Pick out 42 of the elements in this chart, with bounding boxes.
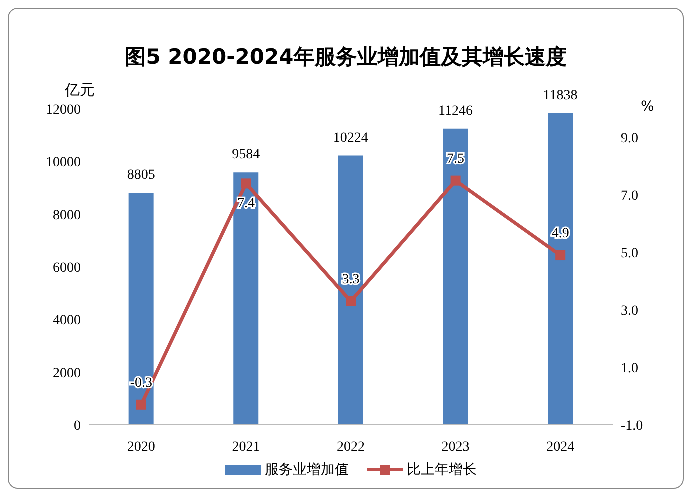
bar (338, 156, 364, 425)
y-axis-title: 亿元 (65, 81, 95, 100)
point (346, 296, 356, 306)
y-tick-label: 10000 (46, 156, 81, 171)
y2-tick-label: 3.0 (621, 304, 638, 320)
legend-label: 比上年增长 (407, 461, 477, 479)
data-label: 10224 (333, 130, 368, 146)
x-tick-label: 2021 (232, 440, 260, 455)
y-tick-label: 4000 (53, 314, 81, 329)
x-tick-label: 2024 (546, 440, 575, 455)
bar (548, 113, 574, 425)
data-label: 9584 (232, 148, 260, 163)
y-tick-label: 0 (74, 419, 81, 434)
y2-tick-label: 5.0 (621, 246, 638, 262)
bar (234, 172, 259, 425)
bar (443, 128, 468, 425)
data-label: 7.5 (447, 152, 465, 167)
y-tick-label: 2000 (53, 366, 81, 382)
y-tick-label: 6000 (53, 261, 81, 276)
y2-tick-label: 7.0 (621, 189, 638, 204)
chart-title: 图5 2020-2024年服务业增加值及其增长速度 (124, 44, 568, 71)
y-tick-label: 8000 (53, 208, 81, 224)
x-tick-label: 2023 (442, 440, 470, 455)
point (450, 176, 461, 186)
y2-axis-title: % (641, 99, 654, 115)
legend-label: 服务业增加值 (265, 461, 349, 479)
point (241, 178, 252, 189)
data-label: 11838 (543, 88, 578, 104)
data-label: 3.3 (342, 272, 360, 288)
y2-tick-label: -1.0 (621, 418, 644, 434)
point (556, 250, 566, 261)
bar (128, 193, 154, 425)
x-tick-label: 2022 (337, 440, 365, 455)
data-label: 4.9 (552, 226, 570, 242)
data-label: 7.4 (237, 196, 255, 212)
point (136, 400, 146, 410)
y2-tick-label: 9.0 (621, 132, 638, 147)
y2-tick-label: 1.0 (621, 362, 638, 377)
y-tick-label: 12000 (46, 103, 81, 118)
data-label: 8805 (127, 168, 156, 184)
x-tick-label: 2020 (127, 440, 156, 455)
data-label: 11246 (438, 104, 473, 119)
